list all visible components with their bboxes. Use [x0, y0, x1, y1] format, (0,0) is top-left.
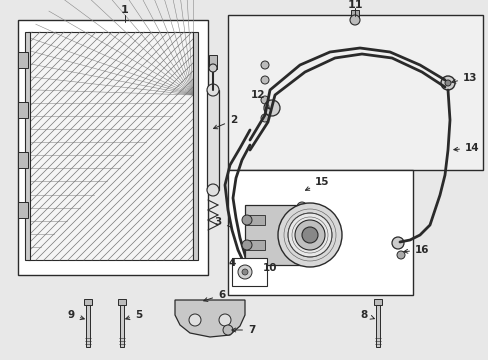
Circle shape: [278, 203, 341, 267]
Text: 9: 9: [68, 310, 84, 320]
Polygon shape: [175, 300, 244, 337]
Circle shape: [242, 240, 251, 250]
Text: 2: 2: [213, 115, 237, 129]
Bar: [18, 102, 28, 118]
Text: 16: 16: [403, 245, 428, 255]
Bar: [28, 32, 193, 260]
Bar: [244, 205, 299, 265]
Text: 13: 13: [451, 73, 476, 83]
Bar: [244, 215, 264, 225]
Circle shape: [261, 61, 268, 69]
Text: 4: 4: [228, 258, 235, 268]
Bar: [18, 52, 28, 68]
Bar: [18, 20, 207, 275]
Text: 6: 6: [203, 290, 225, 301]
Bar: [84, 299, 92, 305]
Bar: [206, 90, 219, 190]
Circle shape: [206, 184, 219, 196]
Bar: [389, 248, 411, 262]
Circle shape: [189, 314, 201, 326]
Circle shape: [264, 100, 280, 116]
Bar: [118, 299, 126, 305]
Circle shape: [206, 84, 219, 96]
Bar: [193, 32, 198, 260]
Bar: [25, 32, 30, 260]
Circle shape: [294, 220, 325, 250]
Text: 11: 11: [346, 0, 362, 10]
Bar: [297, 185, 305, 207]
Bar: [120, 305, 124, 347]
Bar: [373, 299, 381, 305]
Circle shape: [391, 237, 403, 249]
Text: 8: 8: [360, 310, 374, 320]
Bar: [227, 170, 412, 295]
Text: 14: 14: [453, 143, 479, 153]
Bar: [18, 152, 28, 168]
Circle shape: [208, 64, 217, 72]
Bar: [18, 202, 28, 218]
Bar: [208, 55, 217, 69]
Circle shape: [261, 114, 268, 122]
Text: 10: 10: [262, 263, 277, 273]
Bar: [375, 305, 379, 347]
Bar: [350, 10, 358, 20]
Text: 15: 15: [305, 177, 329, 190]
Bar: [231, 258, 266, 286]
Circle shape: [444, 80, 450, 86]
Bar: [244, 240, 264, 250]
Circle shape: [302, 227, 317, 243]
Text: 3: 3: [214, 217, 230, 227]
Text: 5: 5: [125, 310, 142, 320]
Circle shape: [261, 76, 268, 84]
Circle shape: [242, 269, 247, 275]
Circle shape: [396, 251, 404, 259]
Bar: [86, 305, 90, 347]
Circle shape: [223, 325, 232, 335]
Bar: [227, 15, 482, 170]
Circle shape: [261, 96, 268, 104]
Text: 1: 1: [121, 5, 129, 15]
Circle shape: [242, 215, 251, 225]
Circle shape: [440, 76, 454, 90]
Circle shape: [296, 202, 306, 212]
Text: 7: 7: [231, 325, 255, 335]
Text: 12: 12: [250, 90, 269, 109]
Circle shape: [219, 314, 230, 326]
Circle shape: [238, 265, 251, 279]
Circle shape: [349, 15, 359, 25]
Circle shape: [287, 213, 331, 257]
